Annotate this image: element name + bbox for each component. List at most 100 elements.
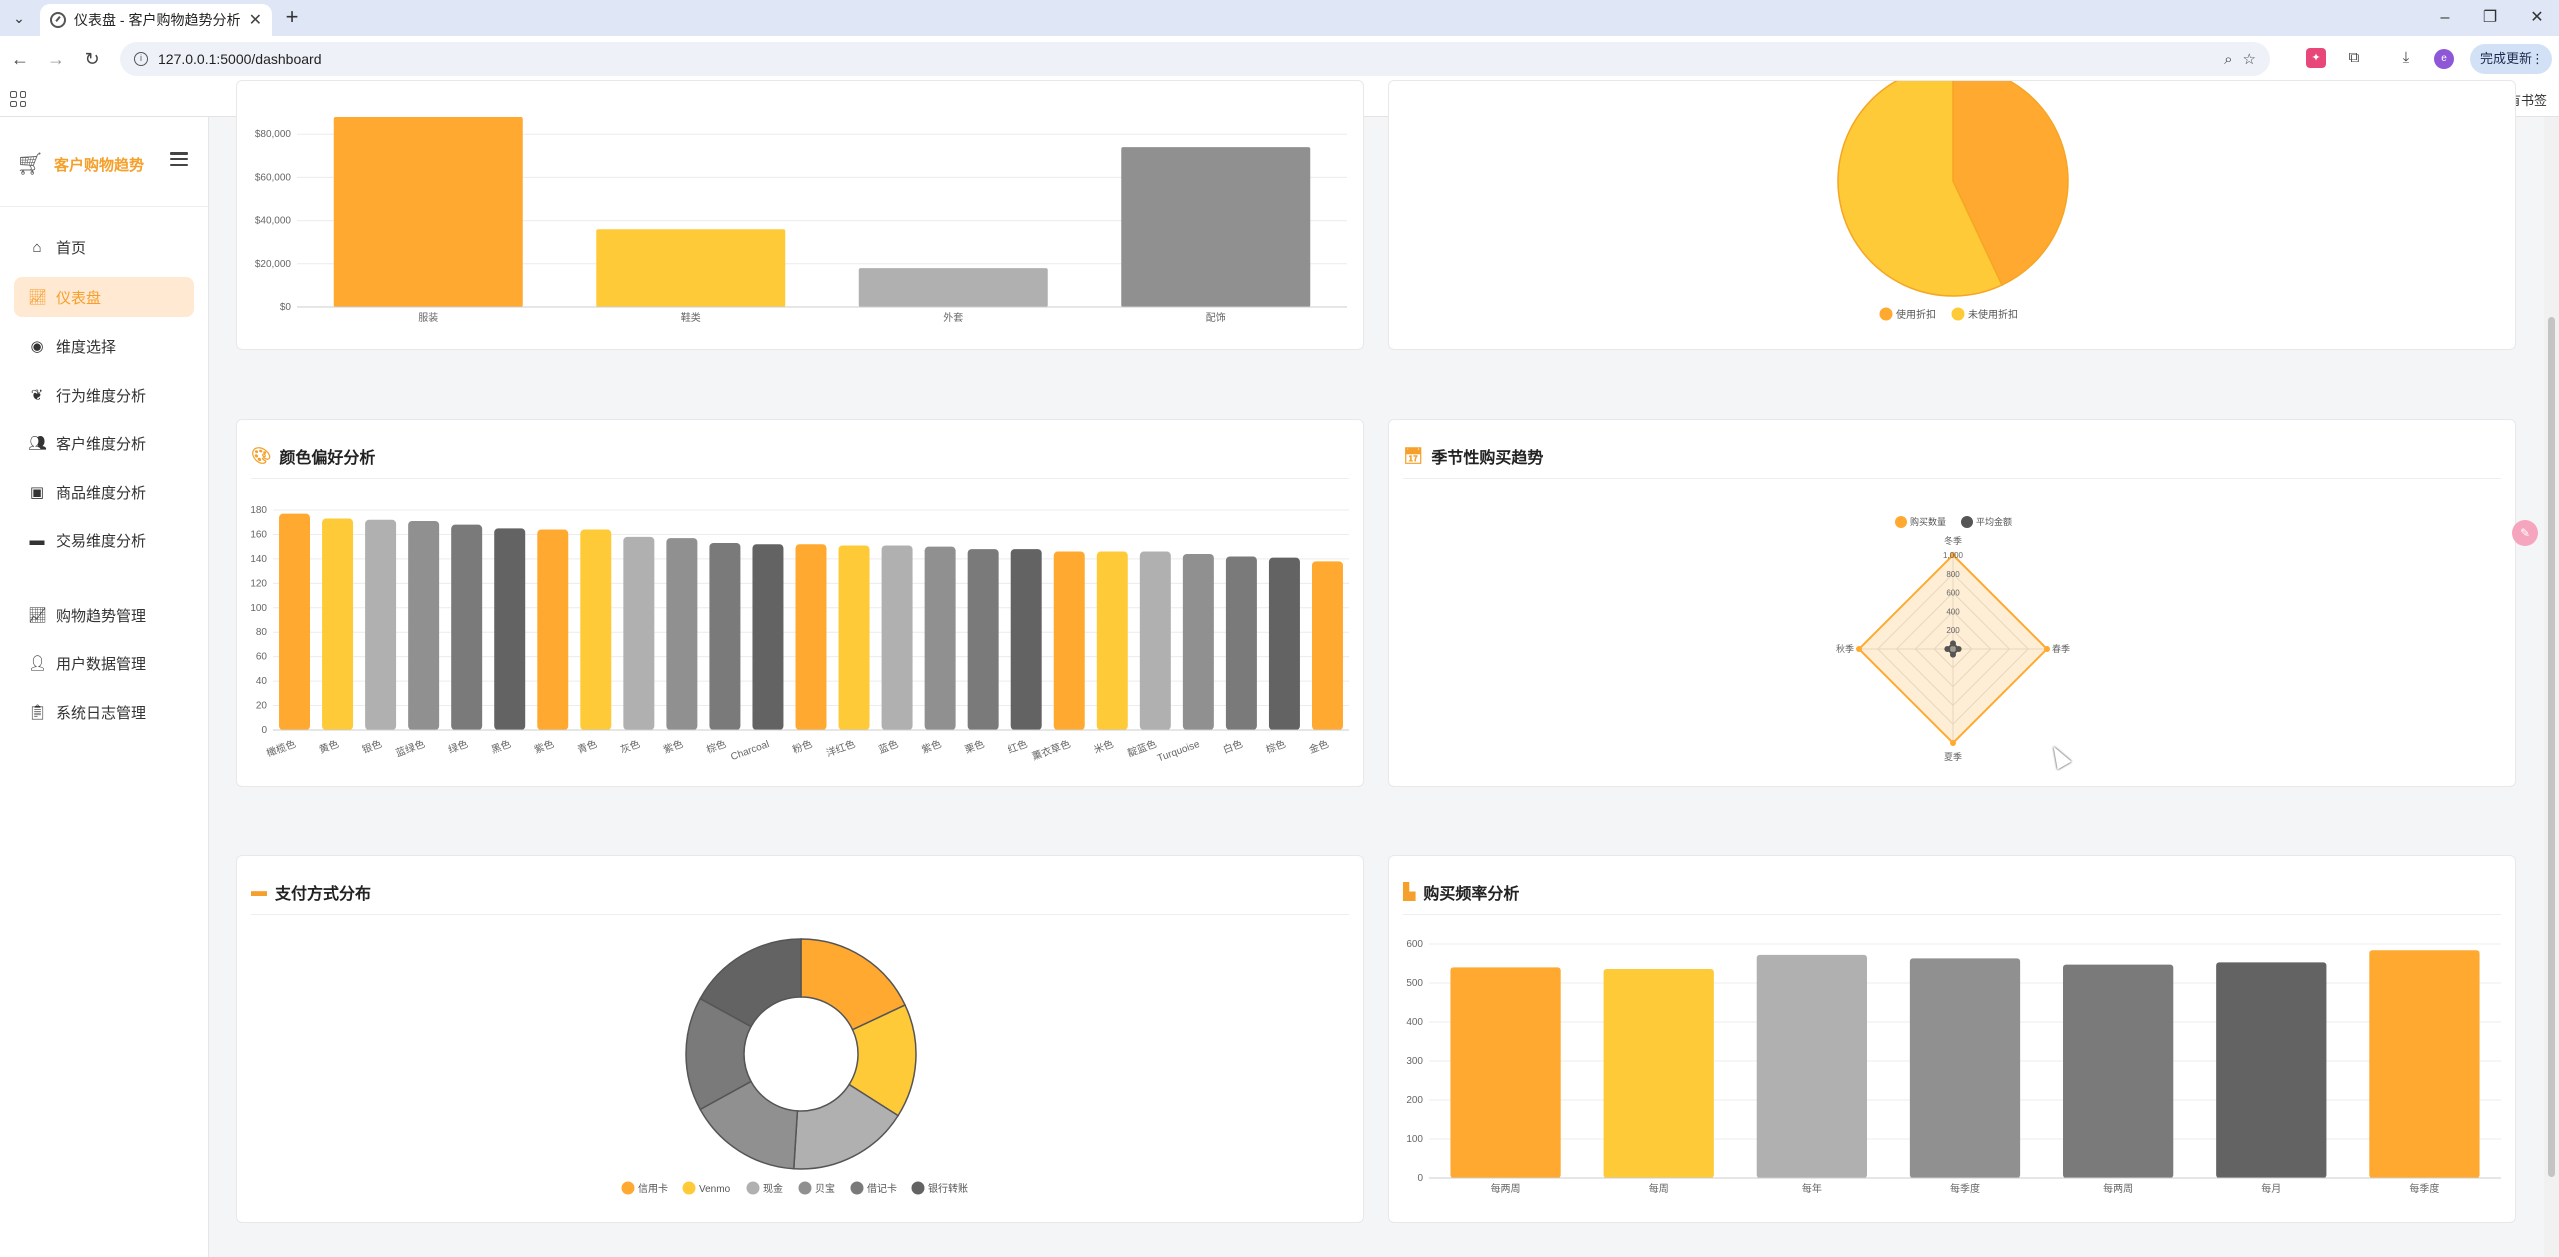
x-tick-label: 白色 <box>1221 737 1244 756</box>
radar-axis-label: 春季 <box>2052 643 2070 654</box>
y-tick-label: $0 <box>280 302 292 313</box>
extensions-puzzle-icon[interactable]: ⧉ <box>2348 49 2360 66</box>
profile-avatar[interactable]: e <box>2434 49 2454 69</box>
zoom-icon[interactable]: ⌕ <box>2224 50 2233 68</box>
legend-swatch <box>1950 306 1966 322</box>
active-tab[interactable]: 仪表盘 - 客户购物趋势分析系统 ✕ <box>40 4 272 36</box>
url-text[interactable]: 127.0.0.1:5000/dashboard <box>158 51 322 67</box>
bar <box>2369 950 2480 1178</box>
sidebar-item-dimension-select[interactable]: ◉ 维度选择 <box>14 326 194 366</box>
y-tick-label: $20,000 <box>255 259 292 270</box>
forward-button[interactable]: → <box>47 49 65 69</box>
color-preference-card: 🎨︎ 颜色偏好分析 0 20 40 60 80 100 120 140 160 180 橄榄色 黄色 银… <box>236 419 1364 787</box>
sidebar-item-behavior[interactable]: ❦ 行为维度分析 <box>14 375 194 415</box>
x-tick-label: 靛蓝色 <box>1126 737 1159 759</box>
radar-axis-label: 冬季 <box>1944 535 1962 546</box>
tab-close-icon[interactable]: ✕ <box>248 12 262 29</box>
new-tab-button[interactable]: + <box>285 4 299 29</box>
x-tick-label: 每月 <box>2261 1182 2281 1195</box>
bar <box>795 544 827 730</box>
tab-search-chevron-icon[interactable]: ⌄ <box>13 9 25 26</box>
bar <box>333 117 523 307</box>
sidebar-item-user-data[interactable]: 👤︎ 用户数据管理 <box>14 643 194 683</box>
bar <box>1603 968 1714 1178</box>
legend-swatch <box>1878 306 1894 322</box>
more-menu-icon[interactable]: ⋮ <box>2531 51 2544 66</box>
card-divider <box>251 478 1349 479</box>
reload-button[interactable]: ↻ <box>84 49 100 69</box>
close-window-button[interactable]: ✕ <box>2530 9 2544 26</box>
credit-card-icon: ▬ <box>29 531 45 549</box>
bar <box>1139 551 1171 730</box>
sidebar-item-label: 交易维度分析 <box>56 532 147 550</box>
y-tick-label: 140 <box>250 554 267 565</box>
site-info-icon[interactable]: i <box>134 52 148 66</box>
legend-swatch <box>797 1180 813 1196</box>
bar <box>1121 147 1311 307</box>
update-button-label: 完成更新 <box>2480 51 2533 66</box>
y-tick-label: 500 <box>1406 978 1423 989</box>
restore-button[interactable]: ❐ <box>2482 9 2498 26</box>
bar <box>666 538 698 730</box>
sidebar-item-home[interactable]: ⌂ 首页 <box>14 227 194 267</box>
floating-translate-icon[interactable]: ✎ <box>2512 520 2538 546</box>
sidebar-item-label: 首页 <box>56 239 87 257</box>
card-title: ▬ 支付方式分布 <box>251 880 371 904</box>
x-tick-label: 红色 <box>1006 737 1029 756</box>
sidebar-item-product[interactable]: ▣ 商品维度分析 <box>14 472 194 512</box>
brain-icon: ❦ <box>30 387 44 404</box>
radar-point <box>2044 646 2050 652</box>
y-tick-label: 200 <box>1406 1095 1423 1106</box>
y-tick-label: 0 <box>261 725 267 736</box>
sidebar-item-trend-management[interactable]: 📈︎ 购物趋势管理 <box>14 595 194 635</box>
page-scrollbar[interactable] <box>2544 117 2559 1257</box>
bar <box>858 268 1048 307</box>
bar <box>752 544 784 730</box>
brand[interactable]: 🛒︎ 客户购物趋势 <box>16 151 144 177</box>
radar-point <box>1944 646 1951 652</box>
radar-tick-label: 200 <box>1946 626 1960 635</box>
radar-point <box>1955 646 1962 652</box>
address-bar[interactable]: i 127.0.0.1:5000/dashboard ⌕ ☆ <box>120 42 2270 76</box>
sidebar-item-customer[interactable]: 👥︎ 客户维度分析 <box>14 423 194 463</box>
legend-label: 信用卡 <box>638 1182 668 1195</box>
x-tick-label: 外套 <box>943 311 963 324</box>
bar <box>709 543 741 730</box>
sidebar-item-dashboard[interactable]: 📈︎ 仪表盘 <box>14 277 194 317</box>
update-button[interactable]: 完成更新 ⋮ <box>2470 44 2552 74</box>
card-divider <box>1403 914 2501 915</box>
sidebar-item-label: 商品维度分析 <box>56 484 147 502</box>
x-tick-label: 金色 <box>1307 737 1330 756</box>
legend-swatch <box>1895 516 1907 528</box>
x-tick-label: 每季度 <box>2409 1182 2439 1195</box>
y-tick-label: 300 <box>1406 1056 1423 1067</box>
radar-tick-label: 1,000 <box>1943 551 1964 560</box>
chart-line-icon: 📈︎ <box>28 289 48 306</box>
back-button[interactable]: ← <box>11 49 29 69</box>
bar <box>1909 958 2021 1178</box>
sidebar-item-system-log[interactable]: 📋︎ 系统日志管理 <box>14 692 194 732</box>
y-tick-label: 400 <box>1406 1017 1423 1028</box>
sidebar-item-label: 购物趋势管理 <box>56 607 147 625</box>
discount-usage-chart: 使用折扣 未使用折扣 <box>1837 81 2069 322</box>
minimize-button[interactable]: – <box>2440 9 2450 26</box>
x-tick-label: 黑色 <box>489 737 512 756</box>
y-tick-label: 120 <box>250 578 267 589</box>
card-title: 📅︎ 季节性购买趋势 <box>1403 444 1543 468</box>
radar-tick-label: 600 <box>1946 589 1960 598</box>
legend-label: 使用折扣 <box>1896 308 1936 321</box>
legend-label: Venmo <box>699 1184 731 1195</box>
category-sales-card: $0 $20,000 $40,000 $60,000 $80,000 服装 鞋类 外套 配饰 <box>236 80 1364 350</box>
download-icon[interactable]: ⤓ <box>2402 49 2410 66</box>
bookmark-star-icon[interactable]: ☆ <box>2242 51 2256 68</box>
legend-label: 平均金额 <box>1976 516 2012 527</box>
bar <box>924 546 956 730</box>
extension-icon[interactable]: ✦ <box>2306 48 2326 68</box>
y-tick-label: 60 <box>256 652 268 663</box>
sidebar-item-transaction[interactable]: ▬ 交易维度分析 <box>14 520 194 560</box>
scrollbar-thumb[interactable] <box>2548 317 2555 1177</box>
clipboard-icon: 📋︎ <box>28 704 48 721</box>
menu-toggle-icon[interactable] <box>170 152 188 166</box>
apps-grid-icon[interactable] <box>10 91 26 107</box>
bar <box>1096 551 1128 730</box>
